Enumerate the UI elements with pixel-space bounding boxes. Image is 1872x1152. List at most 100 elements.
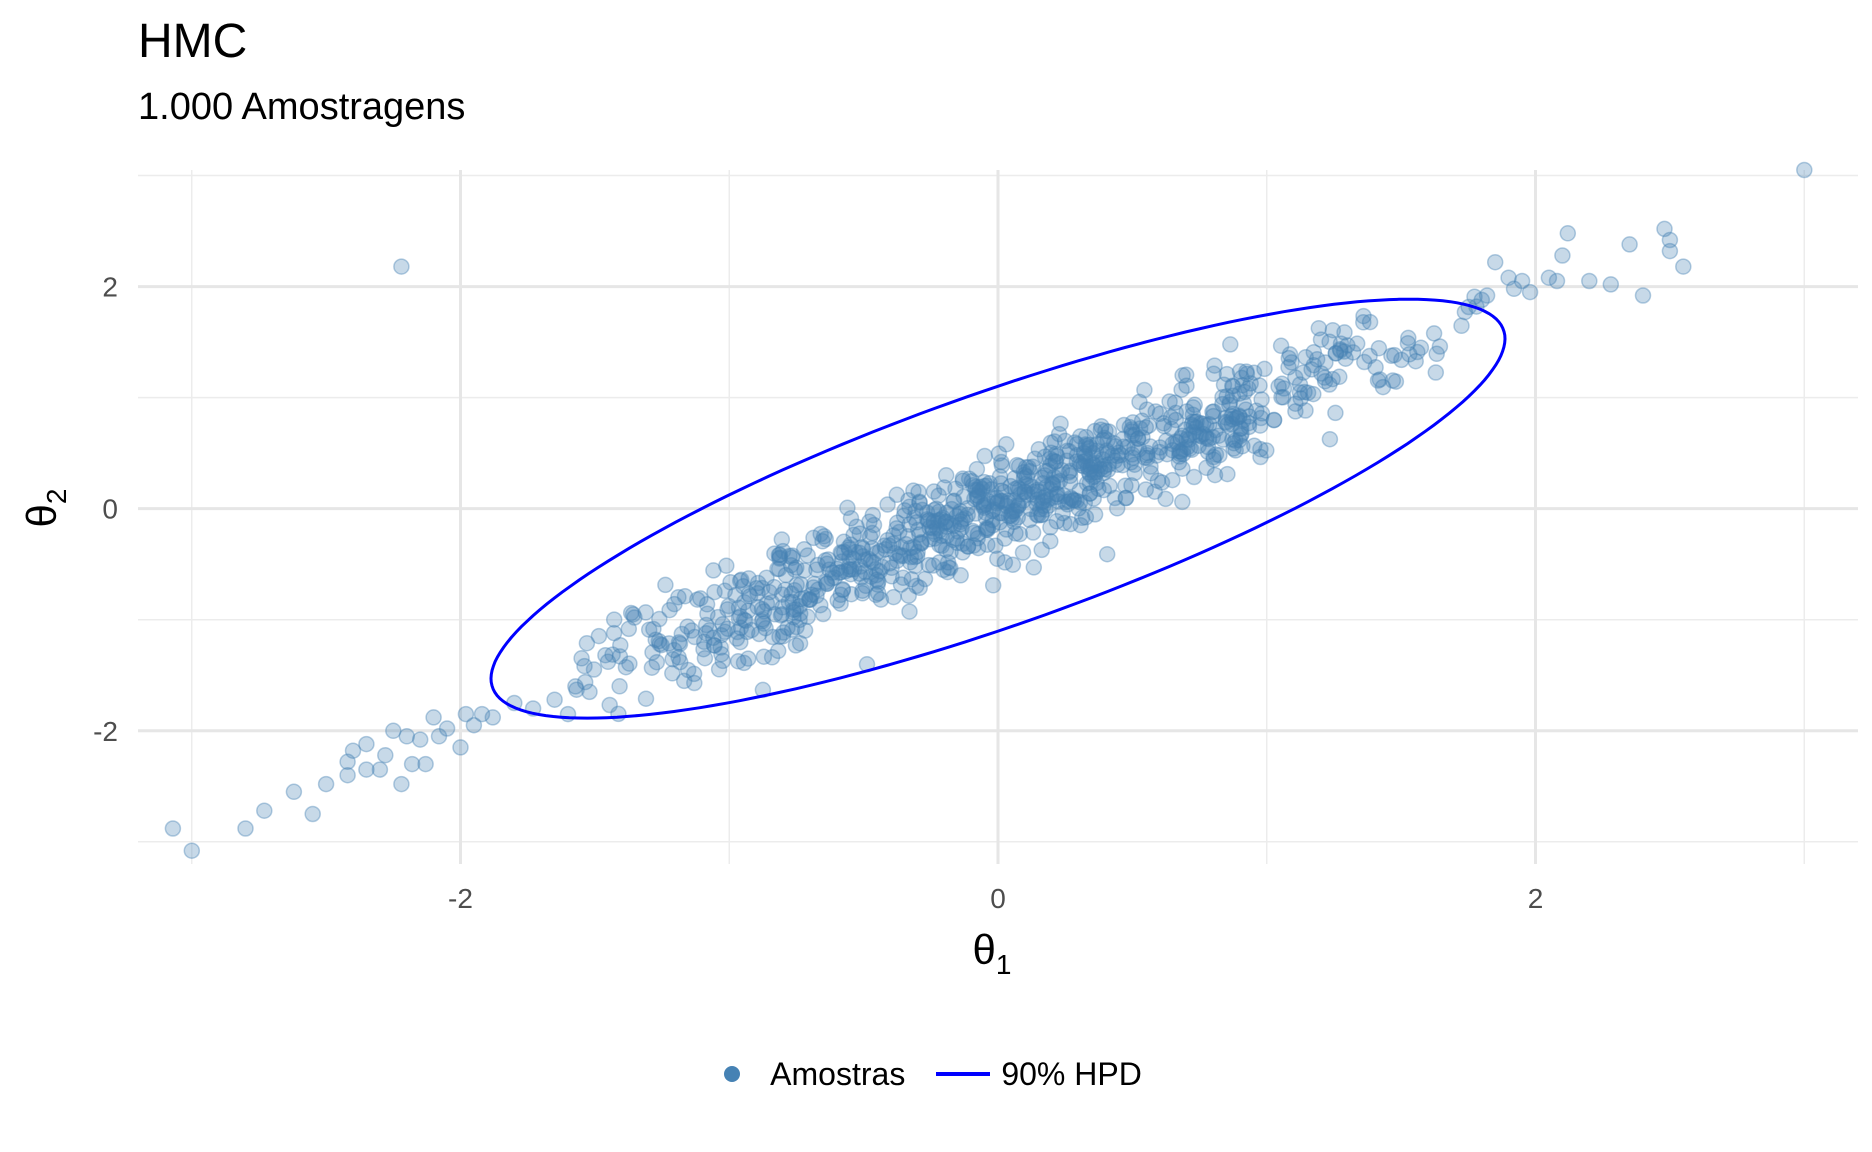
sample-point: [946, 494, 961, 509]
sample-point: [1325, 323, 1340, 338]
sample-point: [1165, 473, 1180, 488]
sample-point: [907, 550, 922, 565]
sample-point: [1078, 454, 1093, 469]
x-tick-label: 0: [990, 883, 1006, 914]
sample-point: [1086, 491, 1101, 506]
sample-point: [1232, 433, 1247, 448]
sample-point: [440, 721, 455, 736]
sample-point: [803, 592, 818, 607]
sample-point: [359, 737, 374, 752]
sample-point: [1208, 447, 1223, 462]
sample-point: [645, 645, 660, 660]
sample-point: [1267, 412, 1282, 427]
sample-point: [1311, 321, 1326, 336]
sample-point: [378, 748, 393, 763]
legend: Amostras 90% HPD: [0, 1054, 1872, 1094]
sample-point: [1322, 377, 1337, 392]
sample-point: [598, 648, 613, 663]
sample-point: [1100, 446, 1115, 461]
sample-point: [286, 784, 301, 799]
sample-point: [658, 577, 673, 592]
sample-point: [902, 604, 917, 619]
sample-point: [765, 650, 780, 665]
sample-point: [644, 660, 659, 675]
sample-point: [690, 592, 705, 607]
x-axis-title: θ1: [973, 926, 1012, 980]
sample-point: [971, 541, 986, 556]
sample-point: [591, 629, 606, 644]
sample-point: [897, 508, 912, 523]
sample-point: [1306, 358, 1321, 373]
sample-point: [990, 551, 1005, 566]
sample-point: [165, 821, 180, 836]
sample-point: [939, 542, 954, 557]
sample-point: [1232, 409, 1247, 424]
sample-point: [741, 651, 756, 666]
sample-point: [1560, 226, 1575, 241]
sample-point: [612, 679, 627, 694]
sample-point: [547, 692, 562, 707]
sample-point: [394, 777, 409, 792]
sample-point: [1276, 390, 1291, 405]
sample-point: [699, 618, 714, 633]
sample-point: [932, 504, 947, 519]
sample-point: [712, 662, 727, 677]
x-tick-label: -2: [448, 883, 473, 914]
sample-point: [788, 602, 803, 617]
sample-point: [1025, 487, 1040, 502]
sample-point: [955, 512, 970, 527]
sample-point: [982, 476, 997, 491]
legend-label-hpd: 90% HPD: [1001, 1056, 1142, 1093]
sample-point: [662, 603, 677, 618]
sample-point: [1236, 396, 1251, 411]
sample-points: [165, 163, 1811, 859]
sample-point: [793, 577, 808, 592]
sample-point: [1555, 248, 1570, 263]
sample-point: [346, 743, 361, 758]
sample-point: [793, 636, 808, 651]
sample-point: [980, 521, 995, 536]
sample-point: [587, 662, 602, 677]
sample-point: [758, 621, 773, 636]
sample-point: [1429, 346, 1444, 361]
sample-point: [1031, 442, 1046, 457]
sample-point: [673, 636, 688, 651]
sample-point: [1454, 318, 1469, 333]
sample-point: [1208, 468, 1223, 483]
sample-point: [1075, 510, 1090, 525]
sample-point: [1797, 163, 1812, 178]
sample-point: [1057, 516, 1072, 531]
sample-point: [1036, 498, 1051, 513]
sample-point: [1153, 440, 1168, 455]
y-tick-labels: -202: [93, 272, 118, 747]
sample-point: [1043, 534, 1058, 549]
sample-point: [1346, 345, 1361, 360]
sample-point: [1356, 309, 1371, 324]
sample-point: [394, 259, 409, 274]
sample-point: [569, 682, 584, 697]
sample-point: [1026, 560, 1041, 575]
sample-point: [1676, 259, 1691, 274]
sample-point: [1636, 288, 1651, 303]
sample-point: [426, 710, 441, 725]
sample-point: [731, 610, 746, 625]
legend-line-key: [933, 1054, 993, 1094]
sample-point: [927, 484, 942, 499]
sample-point: [1428, 365, 1443, 380]
sample-point: [1158, 491, 1173, 506]
y-tick-label: 2: [102, 272, 118, 303]
sample-point: [911, 485, 926, 500]
sample-point: [1100, 547, 1115, 562]
sample-point: [1094, 419, 1109, 434]
sample-point: [1368, 360, 1383, 375]
sample-point: [1541, 270, 1556, 285]
sample-point: [970, 488, 985, 503]
sample-point: [1187, 470, 1202, 485]
sample-point: [997, 531, 1012, 546]
sample-point: [889, 487, 904, 502]
sample-point: [901, 588, 916, 603]
sample-point: [1043, 520, 1058, 535]
legend-label-samples: Amostras: [770, 1056, 905, 1093]
sample-point: [305, 807, 320, 822]
sample-point: [602, 698, 617, 713]
